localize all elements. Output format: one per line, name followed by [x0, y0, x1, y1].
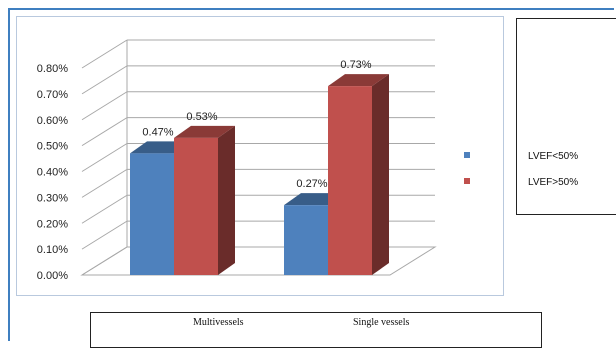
gridline-diag	[81, 194, 128, 224]
data-label: 0.73%	[340, 59, 371, 71]
y-tick-label: 0.40%	[37, 167, 68, 179]
gridline-diag	[81, 65, 128, 95]
legend-swatch-lvef-gt-50	[464, 178, 470, 184]
legend	[516, 18, 616, 215]
data-label: 0.53%	[186, 111, 217, 123]
y-tick-label: 0.20%	[37, 218, 68, 230]
data-label: 0.47%	[142, 126, 173, 138]
bar-0-1	[174, 125, 235, 275]
y-tick-label: 0.80%	[37, 63, 68, 75]
y-tick-label: 0.00%	[37, 270, 68, 282]
gridline-diag	[81, 117, 128, 147]
category-label-multivessels: Multivessels	[193, 317, 244, 328]
y-tick-label: 0.50%	[37, 141, 68, 153]
y-tick-label: 0.70%	[37, 89, 68, 101]
gridline-diag	[81, 39, 128, 69]
bar-1-1	[328, 74, 389, 275]
y-tick-label: 0.30%	[37, 192, 68, 204]
y-tick-label: 0.60%	[37, 115, 68, 127]
data-label: 0.27%	[296, 178, 327, 190]
legend-swatch-lvef-lt-50	[464, 152, 470, 158]
gridline-diag	[81, 143, 128, 172]
y-tick-label: 0.10%	[37, 244, 68, 256]
gridline-diag	[81, 91, 128, 121]
legend-label-lvef-gt-50: LVEF>50%	[528, 177, 579, 188]
plot-area	[16, 16, 504, 296]
figure-frame	[8, 8, 614, 341]
gridline-diag	[81, 220, 128, 250]
category-axis-labels: Multivessels Single vessels	[90, 312, 542, 348]
gridline-diag	[81, 168, 128, 198]
category-label-single-vessels: Single vessels	[353, 317, 410, 328]
legend-label-lvef-lt-50: LVEF<50%	[528, 151, 579, 162]
